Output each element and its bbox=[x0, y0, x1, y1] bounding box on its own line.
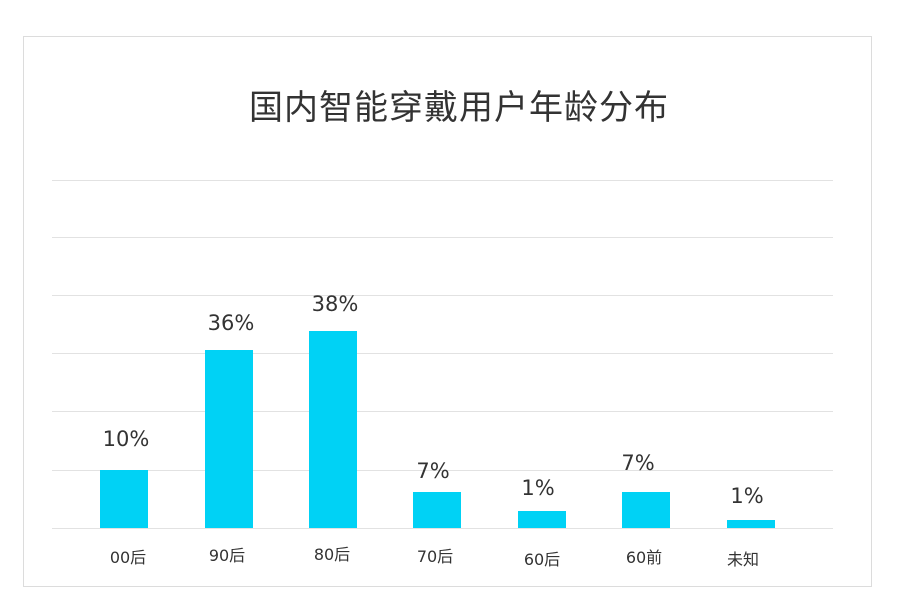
category-label: 60前 bbox=[625, 548, 663, 567]
bar-60s bbox=[518, 511, 566, 528]
plot-area bbox=[52, 180, 833, 529]
bar-90s bbox=[205, 350, 253, 528]
value-label: 38% bbox=[311, 292, 359, 316]
chart-title: 国内智能穿戴用户年龄分布 bbox=[249, 88, 669, 128]
gridline bbox=[52, 180, 833, 181]
gridline bbox=[52, 353, 833, 354]
value-label: 1% bbox=[730, 484, 764, 508]
value-label: 7% bbox=[621, 451, 655, 475]
bar-unknown bbox=[727, 520, 775, 528]
value-label: 1% bbox=[521, 476, 555, 500]
bar-80s bbox=[309, 331, 357, 528]
gridline bbox=[52, 411, 833, 412]
x-axis-line bbox=[52, 528, 833, 529]
category-label: 70后 bbox=[416, 547, 454, 566]
bar-00s bbox=[100, 470, 148, 528]
value-label: 10% bbox=[102, 427, 150, 451]
gridline bbox=[52, 237, 833, 238]
bar-70s bbox=[413, 492, 461, 528]
category-label: 60后 bbox=[523, 550, 561, 569]
category-label: 90后 bbox=[208, 546, 246, 565]
value-label: 36% bbox=[207, 311, 255, 335]
category-label: 00后 bbox=[109, 548, 147, 567]
category-label: 未知 bbox=[726, 550, 759, 569]
gridline bbox=[52, 295, 833, 296]
category-label: 80后 bbox=[313, 545, 351, 564]
gridline bbox=[52, 470, 833, 471]
bar-pre-60s bbox=[622, 492, 670, 528]
value-label: 7% bbox=[416, 459, 450, 483]
